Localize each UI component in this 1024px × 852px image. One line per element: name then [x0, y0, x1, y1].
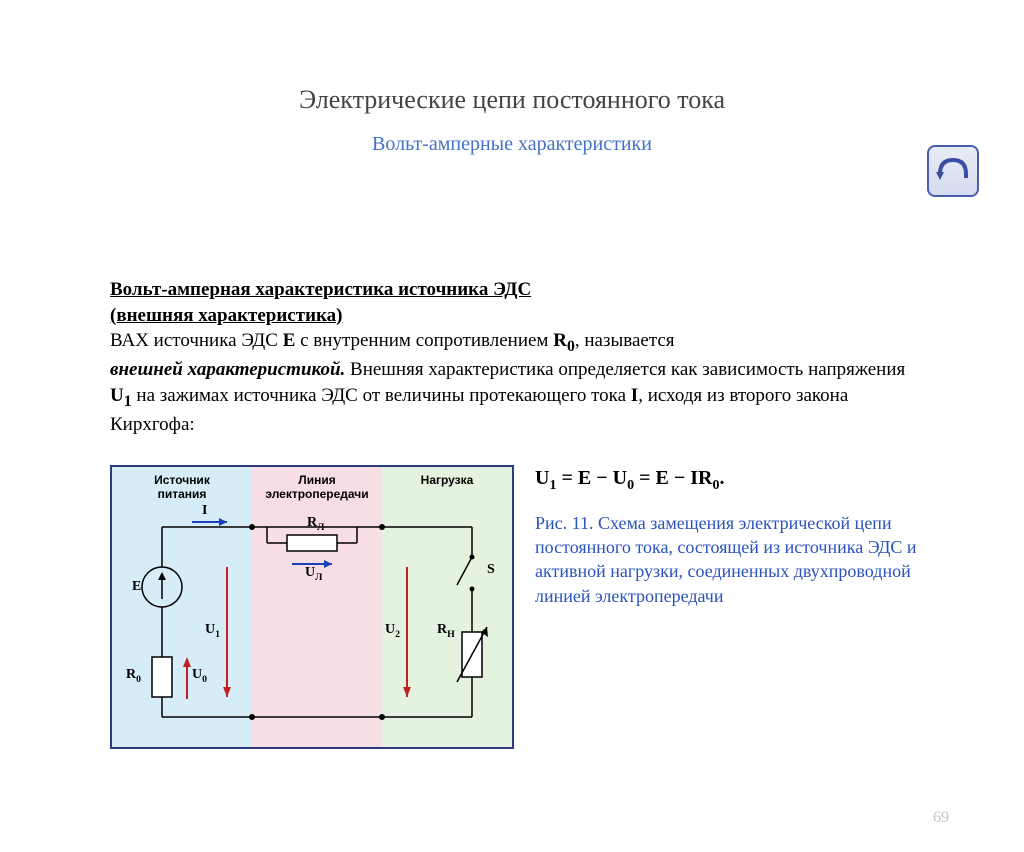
- circuit-diagram: Источникпитания Линияэлектропередачи Наг…: [110, 465, 514, 749]
- sym-U1: U1: [110, 385, 132, 406]
- lbl-U0: U0: [192, 667, 207, 685]
- lbl-RH: RН: [437, 622, 455, 640]
- lbl-UL: UЛ: [305, 565, 322, 583]
- lbl-S: S: [487, 562, 495, 578]
- formula: U1 = E − U0 = E − IR0.: [535, 465, 920, 496]
- sym-E: E: [283, 330, 296, 351]
- lbl-I: I: [202, 503, 207, 519]
- txt: на зажимах источника ЭДС от величины про…: [132, 385, 631, 406]
- txt: ВАХ источника ЭДС: [110, 330, 283, 351]
- para-header-2: (внешняя характеристика): [110, 305, 343, 326]
- right-text-block: U1 = E − U0 = E − IR0. Рис. 11. Схема за…: [535, 465, 920, 608]
- circuit-svg: [112, 467, 512, 747]
- txt: с внутренним сопротивлением: [295, 330, 553, 351]
- term: внешней характеристикой.: [110, 359, 345, 380]
- lbl-U2: U2: [385, 622, 400, 640]
- page-subtitle: Вольт-амперные характеристики: [0, 133, 1024, 156]
- return-arrow-icon: [936, 156, 970, 186]
- lbl-U1: U1: [205, 622, 220, 640]
- page-number: 69: [933, 809, 949, 827]
- figure-caption: Рис. 11. Схема замещения электрической ц…: [535, 511, 920, 608]
- txt: , называется: [575, 330, 675, 351]
- lbl-RL: RЛ: [307, 515, 324, 533]
- body-paragraph: Вольт-амперная характеристика источника …: [110, 277, 910, 438]
- para-header-1: Вольт-амперная характеристика источника …: [110, 279, 531, 300]
- lbl-R0: R0: [126, 667, 141, 685]
- sym-R0: R0: [553, 330, 575, 351]
- page-title: Электрические цепи постоянного тока: [0, 85, 1024, 115]
- lbl-E: E: [132, 579, 141, 595]
- txt: Внешняя характеристика определяется как …: [345, 359, 905, 380]
- back-button[interactable]: [927, 145, 979, 197]
